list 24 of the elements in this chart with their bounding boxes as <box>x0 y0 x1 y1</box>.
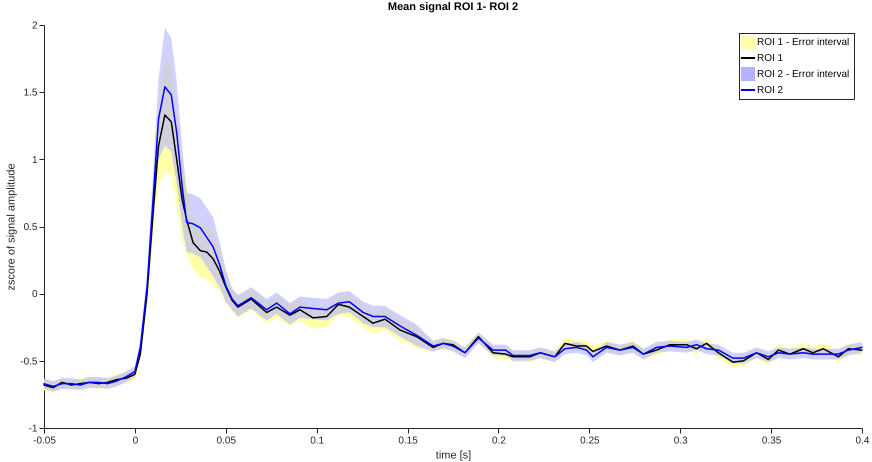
x-axis-title: time [s] <box>436 450 472 462</box>
legend-label: ROI 1 - Error interval <box>757 37 850 48</box>
y-axis-title: zscore of signal amplitude <box>5 163 18 291</box>
x-tick-label: 0.25 <box>580 436 600 446</box>
x-tick-label: 0.35 <box>762 436 782 446</box>
legend-label: ROI 2 - Error interval <box>757 69 850 80</box>
y-tick-label: 1 <box>32 154 38 166</box>
x-tick-label: 0.2 <box>492 436 506 446</box>
x-tick-label: 0.05 <box>216 436 236 446</box>
y-tick-label: 0 <box>32 289 38 300</box>
legend-label: ROI 2 <box>757 85 784 96</box>
x-tick-label: 0 <box>132 436 139 446</box>
y-tick-label: -1 <box>28 424 38 434</box>
chart-title: Mean signal ROI 1- ROI 2 <box>388 1 518 13</box>
x-tick-label: 0.4 <box>856 436 870 446</box>
x-tick-label: 0.15 <box>398 436 418 446</box>
x-tick-label: 0.1 <box>310 436 325 446</box>
x-tick-label: -0.05 <box>33 436 56 446</box>
y-tick-label: -0.5 <box>20 356 38 368</box>
y-tick-label: 1.5 <box>24 88 38 99</box>
y-tick-label: 0.5 <box>24 222 38 233</box>
x-tick-label: 0.3 <box>674 436 688 446</box>
legend-label: ROI 1 <box>757 53 784 64</box>
y-tick-label: 2 <box>32 20 38 32</box>
